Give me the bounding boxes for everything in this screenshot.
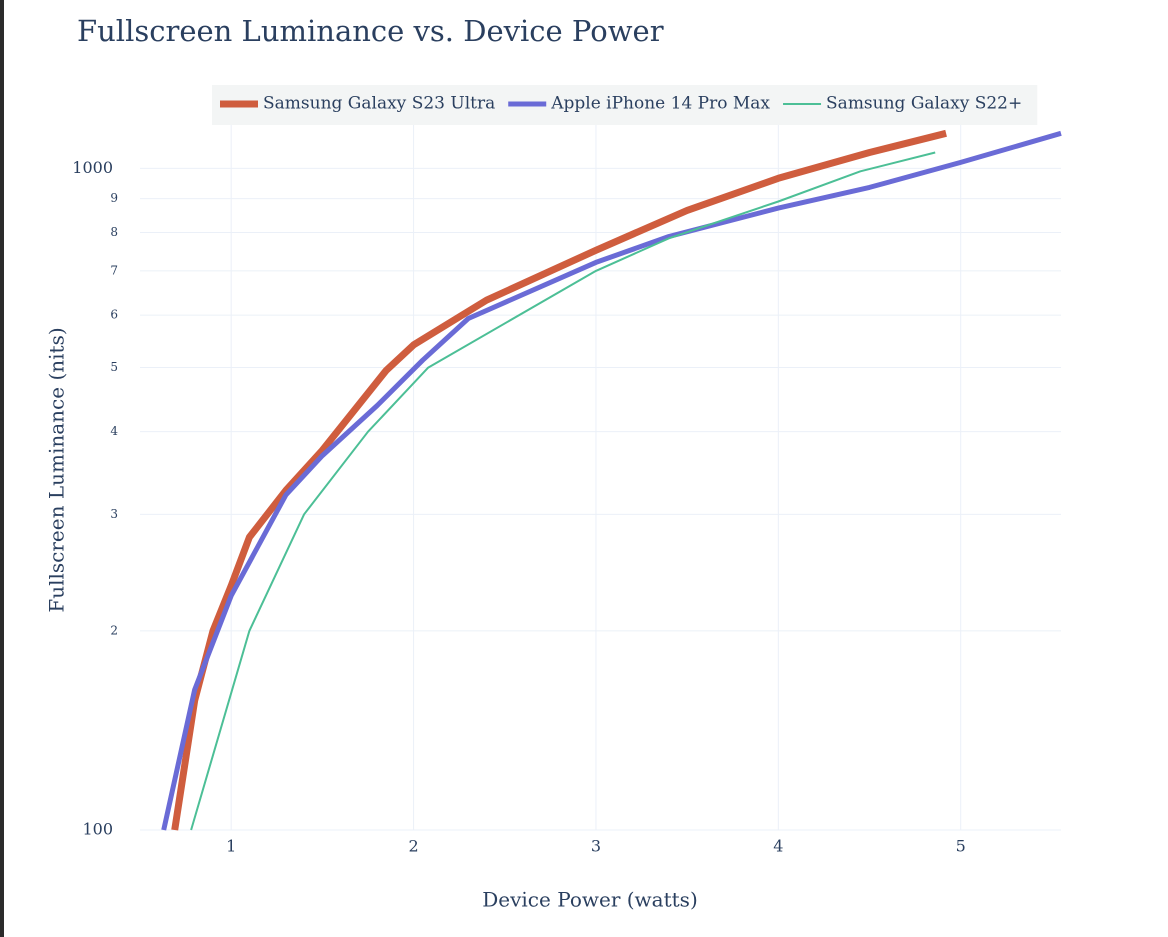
legend-background: [212, 85, 1038, 125]
y-tick-label: 100: [82, 820, 113, 839]
legend-label[interactable]: Apple iPhone 14 Pro Max: [550, 94, 770, 114]
y-tick-label: 8: [110, 225, 118, 239]
plot-area: [161, 129, 1062, 831]
series-line: [190, 151, 936, 831]
y-tick-label: 1000: [72, 158, 113, 177]
legend-label[interactable]: Samsung Galaxy S23 Ultra: [263, 94, 495, 114]
y-tick-label: 7: [110, 263, 118, 277]
x-tick-label: 4: [773, 837, 783, 856]
y-tick-label: 2: [110, 623, 118, 637]
series-line: [161, 130, 1062, 831]
legend-label[interactable]: Samsung Galaxy S22+: [826, 94, 1022, 114]
y-tick-label: 4: [110, 424, 118, 438]
x-tick-label: 1: [226, 837, 236, 856]
y-tick-label: 5: [110, 360, 118, 374]
y-tick-label: 6: [110, 308, 118, 322]
grid: 1 2 3 4 5 100 2 3 4 5 6 7 8 9 1000: [72, 116, 1061, 856]
x-tick-label: 3: [591, 837, 601, 856]
series-line: [171, 129, 947, 831]
x-tick-label: 2: [408, 837, 418, 856]
y-tick-label: 9: [110, 191, 118, 205]
legend: Samsung Galaxy S23 Ultra Apple iPhone 14 …: [212, 85, 1038, 125]
y-tick-label: 3: [110, 507, 118, 521]
x-axis-title: Device Power (watts): [482, 888, 698, 912]
chart-title: Fullscreen Luminance vs. Device Power: [77, 14, 664, 48]
y-axis-title: Fullscreen Luminance (nits): [45, 327, 69, 612]
x-tick-label: 5: [956, 837, 966, 856]
window-border: [0, 0, 4, 937]
